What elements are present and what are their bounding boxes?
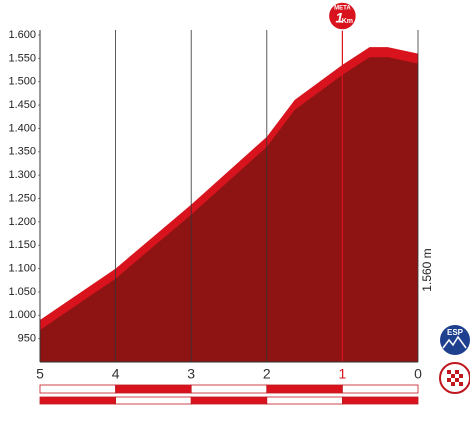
profile-area	[40, 57, 418, 362]
x-tick-label: 2	[263, 366, 271, 382]
y-tick-label: 1.150	[8, 239, 36, 251]
y-tick-label: 1.100	[8, 262, 36, 274]
finish-number: 1	[336, 10, 344, 26]
x-tick-label: 5	[36, 366, 44, 382]
distance-bar-lower	[266, 396, 343, 405]
x-tick-label: 0	[414, 366, 422, 382]
finish-unit: Km	[342, 18, 353, 25]
y-tick-label: 1.250	[8, 192, 36, 204]
distance-bar-lower	[190, 396, 268, 405]
distance-bar	[266, 384, 343, 394]
y-tick-label: 1.600	[8, 29, 36, 41]
y-tick-label: 1.000	[8, 309, 36, 321]
y-tick-label: 1.550	[8, 52, 36, 64]
y-tick-label: 1.300	[8, 169, 36, 181]
y-tick-label: 1.050	[8, 286, 36, 298]
badge-label: ESP	[447, 328, 464, 337]
y-tick-label: 1.200	[8, 216, 36, 228]
y-tick-label: 950	[18, 333, 36, 345]
distance-bar	[115, 384, 192, 394]
y-tick-label: 1.500	[8, 76, 36, 88]
distance-bar-lower	[39, 396, 116, 405]
y-tick-label: 1.450	[8, 99, 36, 111]
mountain-icon	[442, 335, 467, 349]
y-tick-label: 1.350	[8, 146, 36, 158]
distance-bar	[341, 384, 419, 394]
distance-bar-lower	[341, 396, 419, 405]
x-tick-label: 1	[339, 366, 347, 382]
x-tick-label: 3	[187, 366, 195, 382]
finish-icon	[327, 1, 358, 31]
elevation-label: 1.560 m	[420, 248, 434, 291]
finish-label: META	[334, 6, 351, 12]
distance-bar	[190, 384, 268, 394]
y-tick-label: 1.400	[8, 122, 36, 134]
badge-icon	[440, 325, 470, 355]
distance-bar-lower	[115, 396, 192, 405]
x-tick-label: 4	[112, 366, 120, 382]
checkered-icon	[439, 362, 470, 394]
distance-bar	[39, 384, 116, 394]
